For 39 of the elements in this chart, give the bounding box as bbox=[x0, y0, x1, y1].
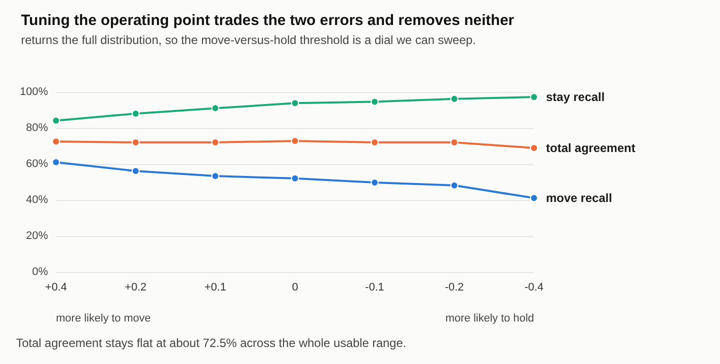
point bbox=[291, 99, 299, 108]
point bbox=[211, 172, 220, 180]
point bbox=[450, 181, 458, 190]
text: more likely to hold bbox=[445, 312, 534, 324]
x-tick-label: +0.2 bbox=[124, 282, 147, 294]
point bbox=[132, 138, 140, 146]
point bbox=[52, 138, 60, 146]
chart-title: Tuning the operating point trades the two errors and removes neither bbox=[21, 12, 514, 29]
text: more likely to move bbox=[56, 312, 151, 324]
y-tick-label: 20% bbox=[26, 230, 48, 242]
y-tick-label: 100% bbox=[20, 86, 48, 98]
point bbox=[450, 138, 458, 146]
point bbox=[370, 138, 379, 146]
point bbox=[291, 136, 299, 145]
chart-subtitle: returns the full distribution, so the move-versus-hold threshold is a dial we can sweep. bbox=[21, 33, 476, 47]
point bbox=[52, 158, 60, 166]
x-tick-label: +0.4 bbox=[45, 282, 67, 294]
y-tick-label: 40% bbox=[26, 194, 48, 206]
series-label: stay recall bbox=[546, 90, 605, 104]
x-tick-label: +0.1 bbox=[204, 282, 226, 294]
point bbox=[132, 110, 140, 118]
x-tick-label: 0 bbox=[292, 282, 298, 294]
y-tick-label: 80% bbox=[26, 122, 48, 134]
text: Total agreement stays flat at about 72.5% across the whole usable range. bbox=[16, 336, 406, 350]
point bbox=[211, 104, 220, 112]
y-tick-label: 60% bbox=[26, 158, 48, 170]
x-tick-label: -0.1 bbox=[365, 282, 384, 294]
series-label: move recall bbox=[546, 191, 612, 206]
y-tick-label: 0% bbox=[32, 266, 48, 278]
point bbox=[291, 174, 299, 182]
x-tick-label: -0.2 bbox=[444, 282, 464, 294]
x-tick-label: -0.4 bbox=[524, 282, 544, 294]
point bbox=[211, 138, 220, 146]
point bbox=[52, 116, 60, 125]
point bbox=[370, 98, 379, 106]
series-label: total agreement bbox=[546, 140, 636, 155]
point bbox=[370, 178, 379, 187]
point bbox=[530, 93, 538, 102]
point bbox=[450, 94, 458, 103]
